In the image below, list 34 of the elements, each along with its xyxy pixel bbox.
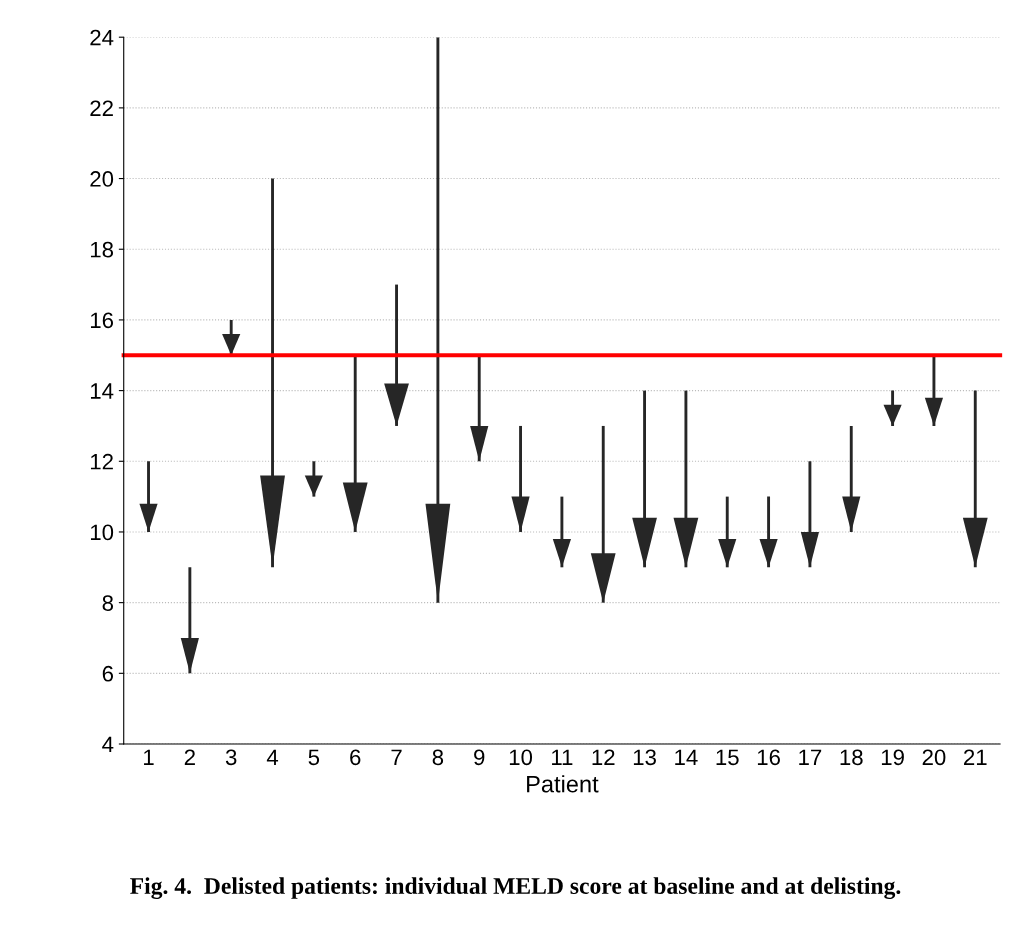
y-tick-label: 20 bbox=[90, 171, 114, 187]
x-tick-label: 14 bbox=[675, 749, 698, 765]
x-tick-label: 8 bbox=[432, 749, 444, 766]
x-tick-label: 19 bbox=[881, 749, 904, 766]
y-tick-label: 8 bbox=[102, 595, 114, 611]
y-tick-label: 6 bbox=[102, 665, 114, 682]
y-tick-label: 22 bbox=[90, 100, 113, 116]
caption: Fig. 4. Delisted patients: individual MELD score at baseline and at delisting. bbox=[130, 877, 901, 899]
y-tick-label: 18 bbox=[90, 241, 114, 258]
x-tick-label: 21 bbox=[964, 749, 987, 765]
y-tick-label: 10 bbox=[90, 524, 114, 541]
x-tick-label: 4 bbox=[266, 749, 279, 765]
x-tick-label: 6 bbox=[350, 749, 361, 766]
y-tick-label: 4 bbox=[102, 736, 114, 753]
y-tick-label: 24 bbox=[90, 29, 114, 46]
x-tick-label: 16 bbox=[757, 749, 780, 766]
x-tick-label: 15 bbox=[716, 749, 739, 766]
x-axis-title: Patient bbox=[527, 775, 599, 793]
x-tick-label: 5 bbox=[308, 749, 320, 766]
x-tick-label: 7 bbox=[391, 749, 402, 765]
x-tick-label: 10 bbox=[509, 749, 533, 766]
x-tick-label: 18 bbox=[840, 749, 863, 766]
x-tick-label: 1 bbox=[144, 749, 154, 765]
y-tick-label: 14 bbox=[90, 383, 114, 399]
x-tick-label: 9 bbox=[474, 749, 485, 766]
x-tick-label: 17 bbox=[799, 749, 822, 765]
x-tick-label: 3 bbox=[225, 749, 237, 766]
x-tick-label: 2 bbox=[184, 749, 195, 765]
y-tick-label: 16 bbox=[90, 312, 114, 329]
x-tick-label: 13 bbox=[633, 749, 656, 766]
x-tick-label: 12 bbox=[592, 749, 615, 765]
x-tick-label: 11 bbox=[552, 749, 573, 765]
y-tick-label: 12 bbox=[90, 453, 113, 470]
x-tick-label: 20 bbox=[922, 749, 946, 766]
